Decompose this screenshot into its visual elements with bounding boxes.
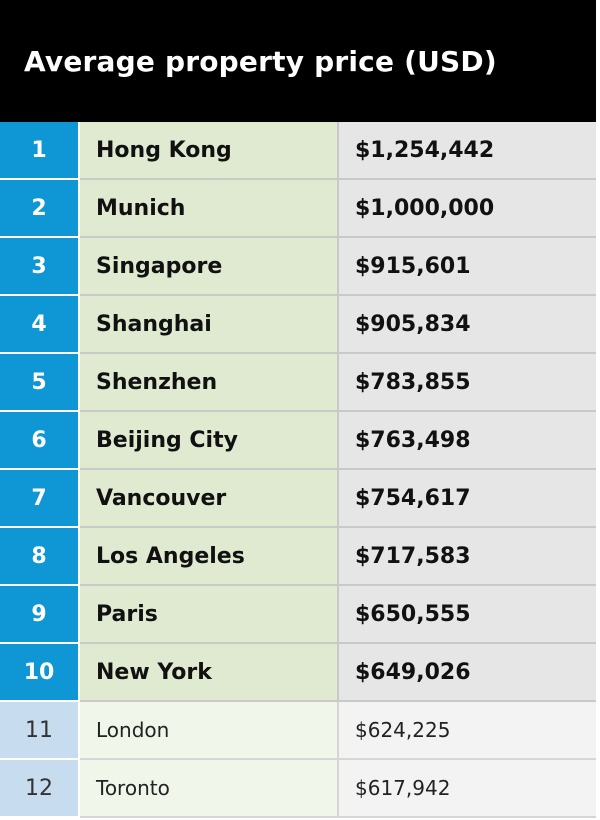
city-cell: Beijing City	[80, 412, 339, 470]
table-row: 8 Los Angeles $717,583	[0, 528, 596, 586]
city-cell: New York	[80, 644, 339, 702]
table-row: 3 Singapore $915,601	[0, 238, 596, 296]
price-cell: $1,254,442	[339, 122, 596, 180]
price-cell: $754,617	[339, 470, 596, 528]
table-row: 5 Shenzhen $783,855	[0, 354, 596, 412]
city-cell: London	[80, 702, 339, 760]
table-header: Average property price (USD)	[0, 0, 596, 122]
city-cell: Paris	[80, 586, 339, 644]
price-cell: $905,834	[339, 296, 596, 354]
table-row: 4 Shanghai $905,834	[0, 296, 596, 354]
table-row: 7 Vancouver $754,617	[0, 470, 596, 528]
rank-cell: 9	[0, 586, 80, 644]
price-cell: $763,498	[339, 412, 596, 470]
table-row: 10 New York $649,026	[0, 644, 596, 702]
price-cell: $650,555	[339, 586, 596, 644]
city-cell: Toronto	[80, 760, 339, 818]
table-body: 1 Hong Kong $1,254,442 2 Munich $1,000,000 3 Si…	[0, 122, 596, 818]
rank-cell: 5	[0, 354, 80, 412]
table-title: Average property price (USD)	[24, 44, 497, 78]
city-cell: Vancouver	[80, 470, 339, 528]
city-cell: Los Angeles	[80, 528, 339, 586]
table-row: 1 Hong Kong $1,254,442	[0, 122, 596, 180]
price-cell: $649,026	[339, 644, 596, 702]
price-cell: $915,601	[339, 238, 596, 296]
rank-cell: 6	[0, 412, 80, 470]
table-row: 11 London $624,225	[0, 702, 596, 760]
rank-cell: 7	[0, 470, 80, 528]
rank-cell: 4	[0, 296, 80, 354]
table-row: 2 Munich $1,000,000	[0, 180, 596, 238]
table-row: 9 Paris $650,555	[0, 586, 596, 644]
city-cell: Munich	[80, 180, 339, 238]
city-cell: Hong Kong	[80, 122, 339, 180]
city-cell: Singapore	[80, 238, 339, 296]
rank-cell: 2	[0, 180, 80, 238]
price-cell: $617,942	[339, 760, 596, 818]
rank-cell: 1	[0, 122, 80, 180]
table-row: 6 Beijing City $763,498	[0, 412, 596, 470]
price-cell: $717,583	[339, 528, 596, 586]
price-cell: $783,855	[339, 354, 596, 412]
rank-cell: 8	[0, 528, 80, 586]
city-cell: Shenzhen	[80, 354, 339, 412]
price-cell: $624,225	[339, 702, 596, 760]
rank-cell: 10	[0, 644, 80, 702]
table-row: 12 Toronto $617,942	[0, 760, 596, 818]
rank-cell: 3	[0, 238, 80, 296]
rank-cell: 12	[0, 760, 80, 818]
rank-cell: 11	[0, 702, 80, 760]
city-cell: Shanghai	[80, 296, 339, 354]
price-cell: $1,000,000	[339, 180, 596, 238]
